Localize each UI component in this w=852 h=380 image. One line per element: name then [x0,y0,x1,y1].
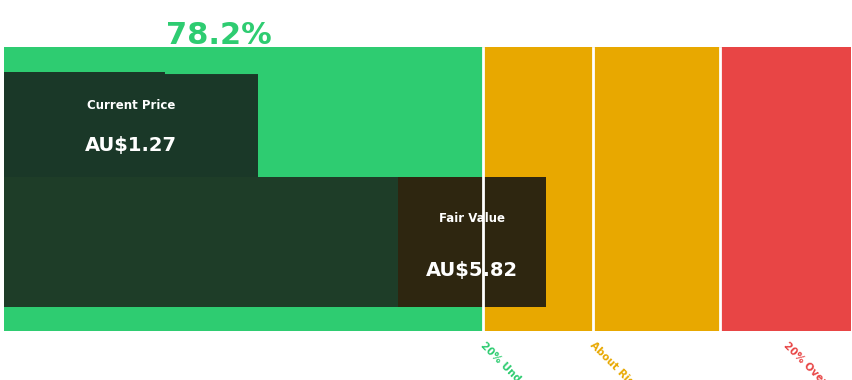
Bar [482,307,592,331]
Bar [592,71,719,177]
Bar [4,71,258,177]
Text: 20% Undervalued: 20% Undervalued [478,340,558,380]
Bar [482,48,592,71]
Bar [719,177,850,307]
Text: AU$5.82: AU$5.82 [426,261,518,280]
Bar [719,71,850,177]
Bar [719,307,850,331]
Text: Undervalued: Undervalued [166,52,255,66]
Text: AU$1.27: AU$1.27 [85,136,177,155]
Bar [482,177,592,307]
Bar [398,177,546,307]
Bar [4,177,482,307]
Text: 20% Overvalued: 20% Overvalued [780,340,852,380]
Bar [4,48,482,71]
Bar [592,177,719,307]
Bar [482,71,592,177]
Bar [592,48,719,71]
Text: Current Price: Current Price [87,99,176,112]
Bar [4,71,482,177]
Text: About Right: About Right [588,340,644,380]
Text: 78.2%: 78.2% [166,21,272,50]
Bar [592,307,719,331]
Bar [4,307,482,331]
Text: Fair Value: Fair Value [439,212,504,225]
Bar [719,48,850,71]
